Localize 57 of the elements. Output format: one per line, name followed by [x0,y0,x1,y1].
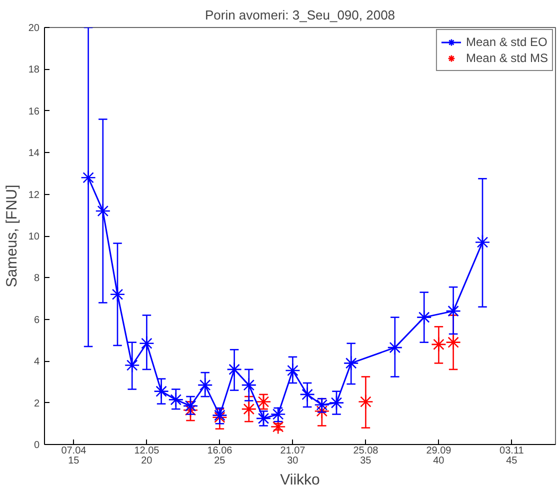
point [474,234,490,250]
x2-tick-label: 07.04 [61,446,87,456]
legend-label: Mean & std EO [466,34,548,50]
point [256,410,272,426]
point [270,406,286,422]
point [95,203,111,219]
x-tick-label: 45 [506,456,518,466]
point [431,336,446,352]
point [446,334,461,350]
point [110,286,126,302]
y-tick-label: 10 [28,232,40,242]
point [314,397,330,413]
x-tick-label: 25 [214,456,226,466]
y-tick-label: 2 [34,398,40,410]
x-axis-title: Viikko [280,472,320,488]
x2-tick-label: 16.06 [207,446,233,456]
x-tick-label: 15 [68,456,80,466]
x-tick-label: 40 [433,456,445,466]
y-tick-label: 16 [28,106,40,118]
chart-title: Porin avomeri: 3_Seu_090, 2008 [204,8,396,22]
y-tick-label: 20 [28,23,40,34]
x2-tick-label: 29.09 [426,446,452,456]
point [328,395,344,410]
x2-tick-label: 21.07 [280,446,306,456]
x-tick-label: 35 [360,456,372,466]
y-axis-title: Sameus, [FNU] [3,184,20,288]
point [154,384,169,399]
y-tick-label: 6 [34,314,40,326]
point [241,401,257,417]
y-tick-label: 0 [34,440,40,451]
point [343,356,359,371]
y-tick-label: 4 [34,356,40,368]
y-tick-label: 8 [34,273,40,284]
point [285,362,300,378]
y-tick-label: 12 [28,190,40,201]
x2-tick-label: 12.05 [134,446,160,456]
point [182,402,198,418]
y-tick-label: 14 [28,148,40,160]
point [241,377,257,393]
point [197,377,213,393]
point [139,336,154,352]
point [416,310,432,325]
x2-tick-label: 25.08 [353,446,379,456]
point [80,170,96,186]
y-tick-label: 18 [28,64,40,76]
point [300,386,315,402]
x-tick-label: 20 [141,456,153,466]
x2-tick-label: 03.11 [500,446,524,456]
point [168,392,184,408]
point [124,358,140,373]
point [182,398,198,414]
x-tick-label: 30 [287,456,299,466]
point [226,362,242,378]
point [358,394,374,410]
point [446,303,461,319]
legend-label: Mean & std MS [466,50,548,66]
point [387,340,403,356]
